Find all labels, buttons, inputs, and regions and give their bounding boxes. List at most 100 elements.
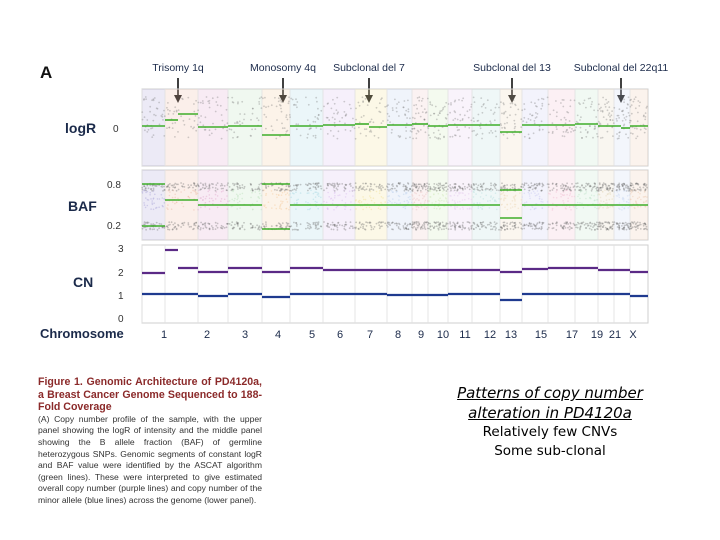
- baf-probe: [389, 188, 391, 191]
- baf-probe: [488, 189, 491, 191]
- baf-probe: [597, 188, 600, 190]
- baf-probe: [397, 182, 400, 185]
- baf-probe: [310, 226, 312, 229]
- baf-probe: [534, 183, 536, 186]
- baf-probe: [149, 194, 151, 196]
- logr-probe: [589, 125, 591, 127]
- baf-probe: [609, 227, 611, 230]
- baf-probe: [409, 195, 411, 198]
- baf-probe: [531, 206, 534, 209]
- logr-probe: [369, 120, 372, 123]
- baf-probe: [645, 200, 647, 203]
- baf-probe: [494, 229, 497, 231]
- baf-probe: [575, 182, 577, 185]
- baf-probe: [582, 221, 585, 224]
- logr-probe: [317, 118, 320, 121]
- baf-probe: [450, 195, 452, 197]
- baf-probe: [226, 189, 228, 192]
- logr-probe: [438, 112, 441, 114]
- logr-probe: [503, 113, 505, 115]
- baf-probe: [551, 207, 554, 210]
- baf-probe: [314, 182, 317, 185]
- baf-probe: [380, 222, 382, 224]
- logr-probe: [280, 101, 283, 103]
- baf-probe: [470, 184, 473, 187]
- baf-probe: [480, 223, 483, 226]
- baf-probe: [579, 191, 582, 193]
- logr-probe: [256, 117, 258, 120]
- baf-probe: [193, 227, 195, 230]
- baf-probe: [251, 224, 254, 227]
- baf-probe: [362, 227, 364, 230]
- baf-probe: [642, 186, 645, 189]
- logr-probe: [479, 122, 482, 125]
- baf-probe: [331, 221, 334, 224]
- baf-probe: [541, 182, 544, 185]
- baf-probe: [227, 222, 229, 225]
- logr-probe: [420, 105, 423, 107]
- logr-probe: [501, 127, 503, 129]
- baf-probe: [170, 184, 173, 187]
- logr-probe: [354, 137, 357, 140]
- logr-probe: [405, 130, 408, 132]
- baf-probe: [572, 222, 575, 225]
- baf-probe: [461, 187, 463, 190]
- baf-probe: [628, 194, 631, 196]
- baf-probe: [314, 227, 317, 230]
- logr-probe: [509, 114, 511, 117]
- logr-probe: [402, 106, 405, 109]
- baf-probe: [276, 196, 278, 199]
- baf-probe: [251, 208, 254, 211]
- baf-probe: [210, 183, 213, 185]
- baf-probe: [573, 185, 576, 188]
- baf-probe: [587, 182, 590, 185]
- logr-probe: [594, 125, 596, 127]
- baf-probe: [151, 184, 154, 187]
- baf-probe: [358, 189, 360, 192]
- baf-probe: [443, 186, 446, 189]
- baf-probe: [280, 189, 283, 191]
- baf-probe: [500, 186, 502, 189]
- baf-probe: [439, 222, 442, 224]
- baf-probe: [527, 224, 530, 227]
- baf-probe: [188, 226, 191, 228]
- logr-probe: [299, 134, 302, 137]
- baf-probe: [271, 207, 273, 209]
- logr-probe: [205, 96, 208, 98]
- logr-probe: [306, 136, 309, 139]
- baf-probe: [535, 225, 537, 227]
- logr-probe: [251, 107, 254, 110]
- baf-probe: [187, 184, 190, 186]
- logr-probe: [479, 127, 482, 130]
- baf-probe: [454, 225, 456, 228]
- logr-probe: [601, 110, 604, 113]
- baf-probe: [411, 189, 413, 192]
- logr-probe: [386, 112, 389, 115]
- baf-probe: [495, 227, 497, 230]
- logr-probe: [372, 121, 375, 124]
- baf-probe: [646, 186, 648, 189]
- baf-probe: [410, 185, 413, 188]
- baf-probe: [173, 227, 176, 229]
- baf-probe: [373, 202, 376, 204]
- baf-probe: [431, 202, 434, 204]
- baf-probe: [588, 227, 591, 230]
- logr-probe: [604, 103, 606, 106]
- baf-probe: [628, 187, 631, 190]
- baf-probe: [582, 207, 585, 209]
- baf-probe: [279, 224, 282, 226]
- baf-probe: [291, 189, 294, 191]
- baf-probe: [196, 226, 199, 229]
- logr-probe: [532, 132, 535, 135]
- baf-probe: [433, 207, 436, 210]
- logr-probe: [167, 108, 169, 111]
- arrow-head-icon: [279, 95, 287, 103]
- baf-probe: [215, 184, 218, 186]
- logr-probe: [500, 124, 502, 127]
- baf-probe: [454, 207, 456, 209]
- baf-probe: [391, 187, 394, 190]
- baf-probe: [251, 226, 254, 229]
- baf-probe: [380, 196, 383, 198]
- baf-probe: [233, 226, 236, 229]
- baf-probe: [147, 221, 150, 224]
